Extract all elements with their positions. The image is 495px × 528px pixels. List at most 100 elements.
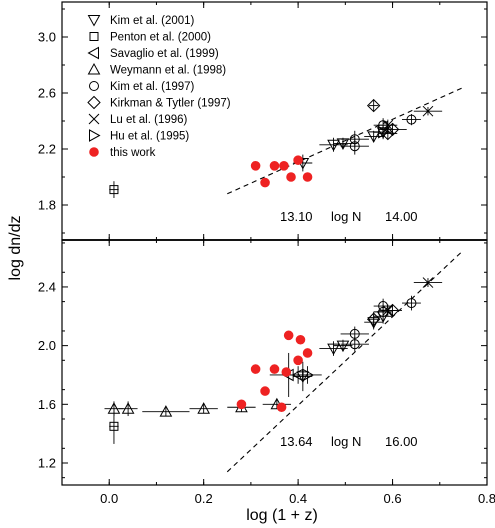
top-panel: 1.8 2.2 2.6 3.0 13.10 log N 14.00 bbox=[38, 1, 488, 241]
legend: Kim et al. (2001) Penton et al. (2000) Sav… bbox=[87, 15, 231, 159]
legend-label: Hu et al. (1995) bbox=[110, 131, 189, 143]
data-point bbox=[283, 330, 294, 341]
series-filled-circle bbox=[236, 330, 313, 413]
y-tick-label: 1.8 bbox=[38, 198, 56, 213]
data-point bbox=[349, 339, 360, 350]
data-point bbox=[302, 368, 315, 382]
data-point bbox=[107, 402, 121, 414]
y-tick-label: 2.4 bbox=[38, 279, 56, 294]
legend-marker-filled-circle bbox=[89, 147, 99, 157]
legend-item: this work bbox=[89, 147, 156, 159]
legend-marker-cross bbox=[88, 113, 100, 125]
data-point bbox=[385, 122, 400, 137]
legend-label: Kirkman & Tytler (1997) bbox=[110, 98, 231, 110]
legend-item: Hu et al. (1995) bbox=[89, 129, 189, 143]
annotation-low: 13.10 bbox=[280, 209, 313, 224]
data-point bbox=[269, 161, 280, 171]
legend-label: Lu et al. (1996) bbox=[110, 114, 188, 126]
legend-marker-diamond bbox=[87, 95, 101, 110]
legend-marker-triangle-right bbox=[89, 129, 101, 142]
annotation-high: 16.00 bbox=[385, 434, 418, 449]
data-point bbox=[293, 355, 303, 366]
data-point bbox=[109, 421, 119, 431]
legend-label: Weymann et al. (1998) bbox=[110, 65, 226, 77]
y-axis-label: log dn/dz bbox=[7, 216, 24, 281]
legend-label: Kim et al. (1997) bbox=[110, 81, 195, 93]
data-point bbox=[159, 405, 173, 417]
data-point bbox=[279, 161, 289, 171]
legend-item: Kim et al. (2001) bbox=[87, 15, 195, 27]
data-point bbox=[302, 172, 313, 182]
data-point bbox=[378, 125, 390, 139]
data-point bbox=[276, 402, 287, 413]
y-tick-label: 2.6 bbox=[38, 86, 56, 101]
series-square bbox=[109, 181, 119, 198]
legend-marker-triangle-left bbox=[87, 46, 99, 60]
data-point bbox=[382, 305, 394, 316]
data-point bbox=[197, 402, 211, 414]
data-point bbox=[260, 177, 270, 188]
series-triangle-down bbox=[293, 126, 393, 172]
data-point bbox=[422, 277, 434, 288]
series-triangle-right bbox=[373, 125, 393, 140]
data-point bbox=[336, 340, 350, 353]
y-tick-label: 2.0 bbox=[38, 338, 56, 353]
x-tick-label: 0.2 bbox=[195, 491, 213, 506]
legend-label: Kim et al. (2001) bbox=[110, 15, 195, 27]
legend-item: Kirkman & Tytler (1997) bbox=[87, 95, 231, 110]
data-point bbox=[250, 364, 261, 374]
data-point bbox=[385, 303, 400, 318]
series-triangle-right bbox=[293, 366, 322, 384]
fit-line bbox=[227, 86, 464, 195]
legend-item: Kim et al. (1997) bbox=[89, 81, 195, 93]
annotation-high: 14.00 bbox=[385, 209, 418, 224]
data-point bbox=[422, 105, 434, 117]
data-point bbox=[281, 367, 292, 377]
y-tick-label: 3.0 bbox=[38, 30, 56, 45]
legend-item: Weymann et al. (1998) bbox=[87, 62, 226, 77]
data-point bbox=[327, 343, 340, 356]
y-tick-label: 1.2 bbox=[38, 455, 56, 470]
bottom-panel: 1.2 1.6 2.0 2.4 0.0 0.2 0.4 0.6 0.8 13.64 log N 16.… bbox=[38, 239, 495, 506]
annotation-mid: log N bbox=[331, 209, 361, 224]
annotation-mid: log N bbox=[331, 434, 361, 449]
x-tick-label: 0.4 bbox=[289, 491, 307, 506]
data-point bbox=[109, 185, 119, 195]
y-tick-label: 1.6 bbox=[38, 397, 56, 412]
x-tick-label: 0.0 bbox=[100, 491, 118, 506]
data-point bbox=[382, 119, 394, 131]
legend-label: Savaglio et al. (1999) bbox=[110, 48, 219, 60]
series-filled-circle bbox=[250, 155, 313, 188]
plot-frame bbox=[61, 239, 488, 486]
annotation-low: 13.64 bbox=[280, 434, 313, 449]
x-tick-label: 0.6 bbox=[384, 491, 402, 506]
data-point bbox=[366, 312, 381, 326]
legend-marker-square bbox=[89, 32, 99, 41]
y-tick-label: 2.2 bbox=[38, 142, 56, 157]
series-circle bbox=[340, 295, 421, 352]
data-point bbox=[302, 348, 313, 358]
legend-label: this work bbox=[110, 147, 156, 159]
data-point bbox=[406, 114, 417, 125]
legend-marker-circle bbox=[89, 81, 99, 91]
legend-item: Lu et al. (1996) bbox=[88, 113, 188, 126]
data-point bbox=[327, 139, 340, 152]
data-point bbox=[406, 298, 417, 309]
legend-item: Penton et al. (2000) bbox=[89, 32, 211, 44]
data-point bbox=[236, 399, 247, 410]
x-tick-label: 0.8 bbox=[478, 491, 495, 506]
legend-label: Penton et al. (2000) bbox=[110, 32, 211, 44]
legend-item: Savaglio et al. (1999) bbox=[87, 46, 219, 60]
data-point bbox=[286, 172, 296, 182]
series-cross bbox=[378, 105, 443, 131]
data-point bbox=[121, 402, 135, 414]
data-point bbox=[349, 141, 360, 152]
series-triangle-up bbox=[104, 397, 292, 417]
data-point bbox=[295, 334, 306, 345]
series-cross bbox=[378, 277, 443, 317]
data-point bbox=[269, 364, 280, 374]
data-point bbox=[366, 98, 381, 113]
legend-marker-triangle-up bbox=[87, 62, 101, 75]
data-point bbox=[293, 155, 303, 165]
